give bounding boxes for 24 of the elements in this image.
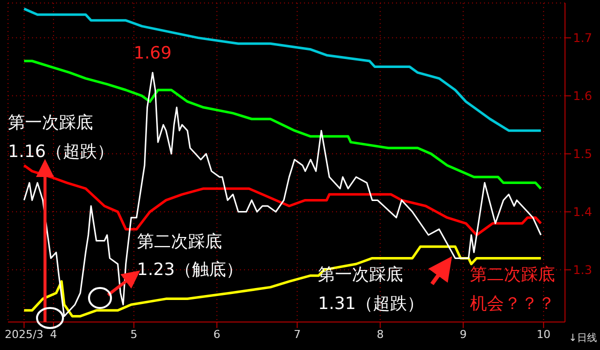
annotation: 1.23（触底）: [137, 260, 243, 280]
annotation: 1.69: [134, 44, 172, 64]
annotation: 第二次踩底: [470, 265, 555, 285]
y-tick-label: 1.5: [573, 147, 592, 162]
line-series: [22, 8, 542, 132]
annotation: 第二次踩底: [137, 232, 222, 252]
annotation: 机会？？？: [470, 294, 555, 314]
x-tick-label: 7: [294, 328, 301, 341]
x-tick-label: 2025/3: [4, 328, 44, 341]
annotation: 第一次踩底: [318, 265, 403, 285]
y-tick-label: 1.7: [573, 31, 592, 46]
text: ↓日线: [568, 332, 597, 344]
x-tick-label: 8: [376, 328, 384, 341]
y-tick-label: 1.4: [573, 205, 592, 220]
x-tick-label: 9: [460, 328, 467, 341]
annotation: 1.16（超跌）: [8, 142, 114, 162]
x-tick-label: 10: [536, 328, 551, 341]
annotation: 1.31（超跌）: [318, 294, 424, 314]
x-tick-label: 4: [50, 328, 58, 341]
x-tick-label: 5: [130, 328, 138, 341]
y-tick-label: 1.6: [573, 89, 592, 104]
y-tick-label: 1.3: [573, 263, 592, 278]
annotation: 第一次踩底: [8, 113, 93, 133]
x-tick-label: 6: [213, 328, 220, 341]
